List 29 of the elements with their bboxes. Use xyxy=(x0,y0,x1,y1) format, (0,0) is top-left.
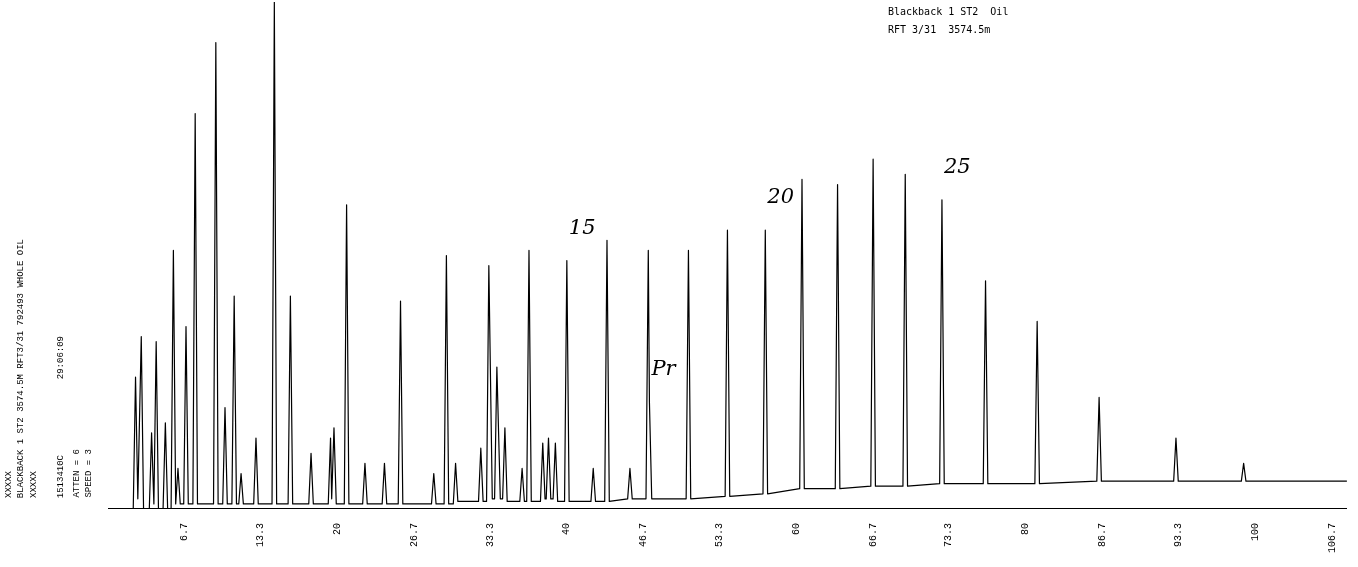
x-tick-label: 73.3 xyxy=(943,523,955,548)
x-tick-label: 26.7 xyxy=(408,523,420,548)
text: XXXXX xyxy=(29,470,39,498)
annotation: Pr xyxy=(650,356,678,381)
x-tick-label: 100 xyxy=(1249,523,1261,542)
annotation: 20 xyxy=(766,184,795,209)
x-tick-label: 33.3 xyxy=(484,523,496,548)
x-tick-label: 60 xyxy=(790,523,802,536)
x-tick-label: 80 xyxy=(1020,523,1032,536)
x-tick-label: 20 xyxy=(332,523,344,536)
x-tick-label: 53.3 xyxy=(714,523,726,548)
text: 1513410C xyxy=(56,454,66,498)
text: ATTEN = 6 xyxy=(72,449,82,498)
annotation: 15 xyxy=(568,214,596,239)
text: 29:06:09 xyxy=(56,335,66,379)
x-tick-label: 6.7 xyxy=(179,523,191,542)
annotation: 25 xyxy=(942,153,971,178)
text: SPEED = 3 xyxy=(84,449,94,498)
x-tick-label: 86.7 xyxy=(1097,523,1109,548)
x-tick-label: 66.7 xyxy=(867,523,879,548)
text: XXXXX xyxy=(4,470,14,498)
chart-title: Blackback 1 ST2 Oil xyxy=(888,6,1009,17)
x-tick-label: 13.3 xyxy=(255,523,267,548)
x-tick-label: 46.7 xyxy=(638,523,650,548)
x-tick-label: 93.3 xyxy=(1172,523,1184,548)
x-tick-label: 40 xyxy=(561,523,573,536)
x-tick-label: 106.7 xyxy=(1326,523,1338,554)
text: BLACKBACK 1 ST2 3574.5M RFT3/31 792493 WHOLE OIL xyxy=(16,238,26,498)
text: RFT 3/31 3574.5m xyxy=(888,24,991,35)
